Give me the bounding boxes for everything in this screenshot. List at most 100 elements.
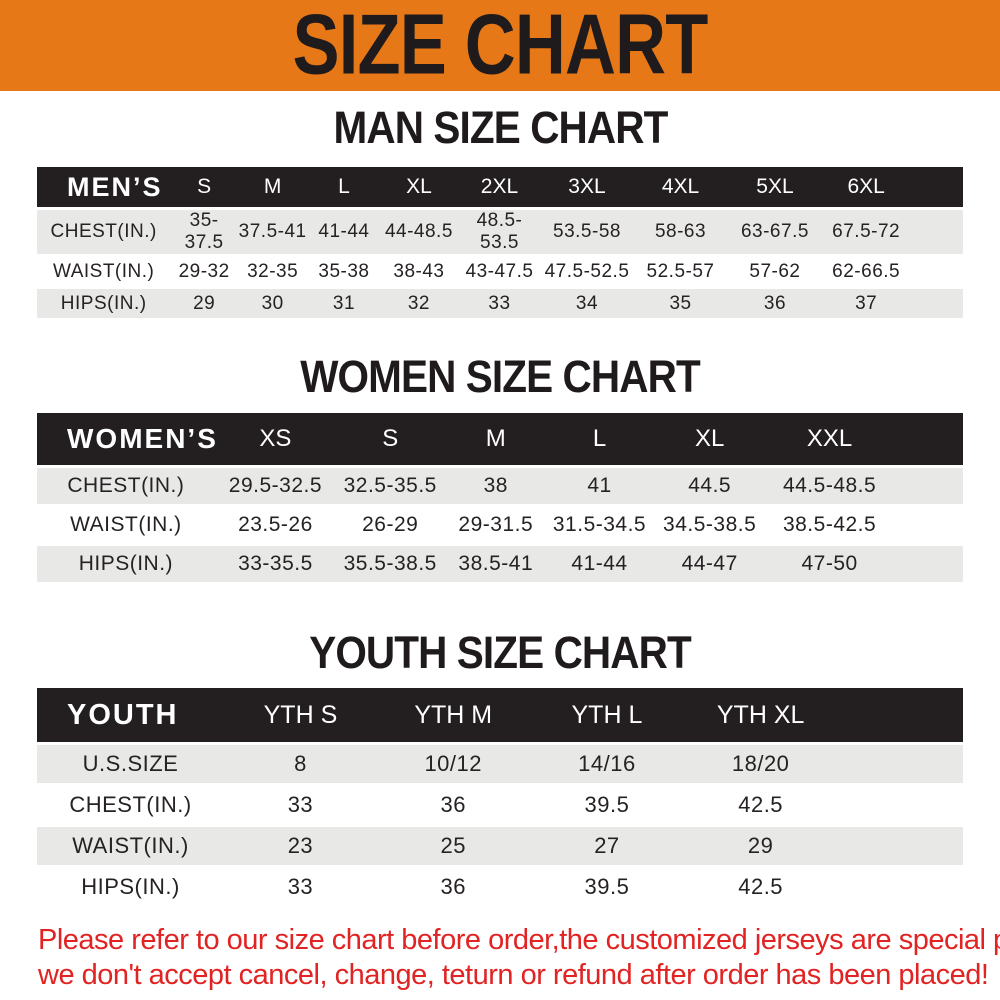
size-value: 14/16 — [529, 745, 685, 783]
size-value: 34 — [541, 289, 633, 318]
size-value: 34.5-38.5 — [651, 507, 768, 543]
size-value: 29 — [170, 289, 238, 318]
table-header-row: YOUTH YTH S YTH M YTH L YTH XL — [37, 688, 963, 742]
youth-section-heading-text: YOUTH SIZE CHART — [309, 627, 692, 678]
column-header: M — [444, 413, 548, 465]
header-spacer-cell — [911, 167, 963, 207]
table-row: HIPS(IN.) 29 30 31 32 33 34 35 36 37 — [37, 289, 963, 318]
table-row: HIPS(IN.) 33 36 39.5 42.5 — [37, 868, 963, 906]
row-label: CHEST(IN.) — [37, 468, 215, 504]
size-value: 30 — [237, 289, 308, 318]
column-header: M — [237, 167, 308, 207]
size-value: 39.5 — [529, 786, 685, 824]
size-value: 37 — [821, 289, 912, 318]
size-value: 35 — [632, 289, 729, 318]
row-spacer-cell — [837, 745, 963, 783]
row-label: HIPS(IN.) — [37, 868, 225, 906]
size-value: 42.5 — [684, 868, 838, 906]
row-label: CHEST(IN.) — [37, 210, 171, 254]
size-value: 33 — [224, 786, 377, 824]
size-value: 33 — [224, 868, 377, 906]
table-row: CHEST(IN.) 33 36 39.5 42.5 — [37, 786, 963, 824]
womens-size-table: WOMEN’S XS S M L XL XXL CHEST(IN.) 29.5-32.5 32.5… — [37, 410, 963, 585]
table-row: WAIST(IN.) 29-32 32-35 35-38 38-43 43-47.5 47.… — [37, 257, 963, 286]
size-value: 41 — [547, 468, 652, 504]
size-value: 38.5-42.5 — [767, 507, 892, 543]
size-value: 44.5-48.5 — [767, 468, 892, 504]
size-value: 29.5-32.5 — [214, 468, 337, 504]
row-spacer-cell — [837, 786, 963, 824]
row-spacer-cell — [837, 868, 963, 906]
size-value: 26-29 — [336, 507, 445, 543]
row-label: HIPS(IN.) — [37, 289, 171, 318]
row-label: WAIST(IN.) — [37, 257, 171, 286]
size-value: 38 — [444, 468, 548, 504]
size-value: 36 — [728, 289, 822, 318]
banner-title: SIZE CHART — [292, 0, 709, 91]
table-title-cell: MEN’S — [37, 167, 171, 207]
row-label: U.S.SIZE — [37, 745, 225, 783]
column-header: S — [336, 413, 445, 465]
size-value: 35-37.5 — [170, 210, 238, 254]
size-value: 36 — [376, 868, 530, 906]
size-value: 39.5 — [529, 868, 685, 906]
size-value: 41-44 — [307, 210, 381, 254]
size-value: 47-50 — [767, 546, 892, 582]
table-title-cell: WOMEN’S — [37, 413, 216, 465]
table-row: U.S.SIZE 8 10/12 14/16 18/20 — [37, 745, 963, 783]
column-header: XL — [651, 413, 768, 465]
size-value: 29-31.5 — [444, 507, 548, 543]
size-value: 42.5 — [684, 786, 838, 824]
table-row: CHEST(IN.) 35-37.5 37.5-41 41-44 44-48.5 48.5… — [37, 210, 963, 254]
size-value: 23 — [224, 827, 377, 865]
column-header: YTH S — [224, 688, 377, 742]
table-header-row: MEN’S S M L XL 2XL 3XL 4XL 5XL 6XL — [37, 167, 963, 207]
row-label: HIPS(IN.) — [37, 546, 215, 582]
row-spacer-cell — [891, 507, 963, 543]
header-spacer-cell — [891, 413, 963, 465]
size-value: 41-44 — [547, 546, 652, 582]
man-section-heading: MAN SIZE CHART — [0, 105, 1000, 150]
row-label: WAIST(IN.) — [37, 827, 225, 865]
size-value: 47.5-52.5 — [541, 257, 633, 286]
size-value: 36 — [376, 786, 530, 824]
row-spacer-cell — [837, 827, 963, 865]
table-row: CHEST(IN.) 29.5-32.5 32.5-35.5 38 41 44.5 44.5… — [37, 468, 963, 504]
size-value: 38.5-41 — [444, 546, 548, 582]
women-section-heading: WOMEN SIZE CHART — [0, 354, 1000, 399]
column-header: 6XL — [821, 167, 912, 207]
size-value: 31 — [307, 289, 381, 318]
row-spacer-cell — [891, 468, 963, 504]
size-value: 33-35.5 — [214, 546, 337, 582]
column-header: L — [547, 413, 652, 465]
size-value: 35.5-38.5 — [336, 546, 445, 582]
man-section-heading-text: MAN SIZE CHART — [333, 102, 668, 153]
column-header: 2XL — [457, 167, 542, 207]
size-value: 23.5-26 — [214, 507, 337, 543]
size-chart-banner: SIZE CHART — [0, 0, 1000, 91]
table-row: WAIST(IN.) 23 25 27 29 — [37, 827, 963, 865]
size-value: 33 — [457, 289, 542, 318]
size-value: 62-66.5 — [821, 257, 912, 286]
column-header: YTH M — [376, 688, 530, 742]
column-header: S — [170, 167, 238, 207]
header-spacer-cell — [837, 688, 963, 742]
column-header: 3XL — [541, 167, 633, 207]
row-spacer-cell — [911, 210, 963, 254]
size-value: 44-47 — [651, 546, 768, 582]
size-value: 10/12 — [376, 745, 530, 783]
disclaimer-line-2: we don't accept cancel, change, teturn o… — [38, 959, 989, 992]
column-header: XXL — [767, 413, 892, 465]
size-value: 44-48.5 — [380, 210, 458, 254]
column-header: L — [307, 167, 381, 207]
youth-section-heading: YOUTH SIZE CHART — [0, 630, 1000, 675]
row-label: CHEST(IN.) — [37, 786, 225, 824]
disclaimer-note: Please refer to our size chart before or… — [38, 923, 1000, 994]
table-row: HIPS(IN.) 33-35.5 35.5-38.5 38.5-41 41-44 44-… — [37, 546, 963, 582]
row-spacer-cell — [911, 289, 963, 318]
size-value: 44.5 — [651, 468, 768, 504]
disclaimer-line-1: Please refer to our size chart before or… — [38, 924, 1000, 956]
size-value: 63-67.5 — [728, 210, 822, 254]
size-value: 53.5-58 — [541, 210, 633, 254]
size-value: 18/20 — [684, 745, 838, 783]
